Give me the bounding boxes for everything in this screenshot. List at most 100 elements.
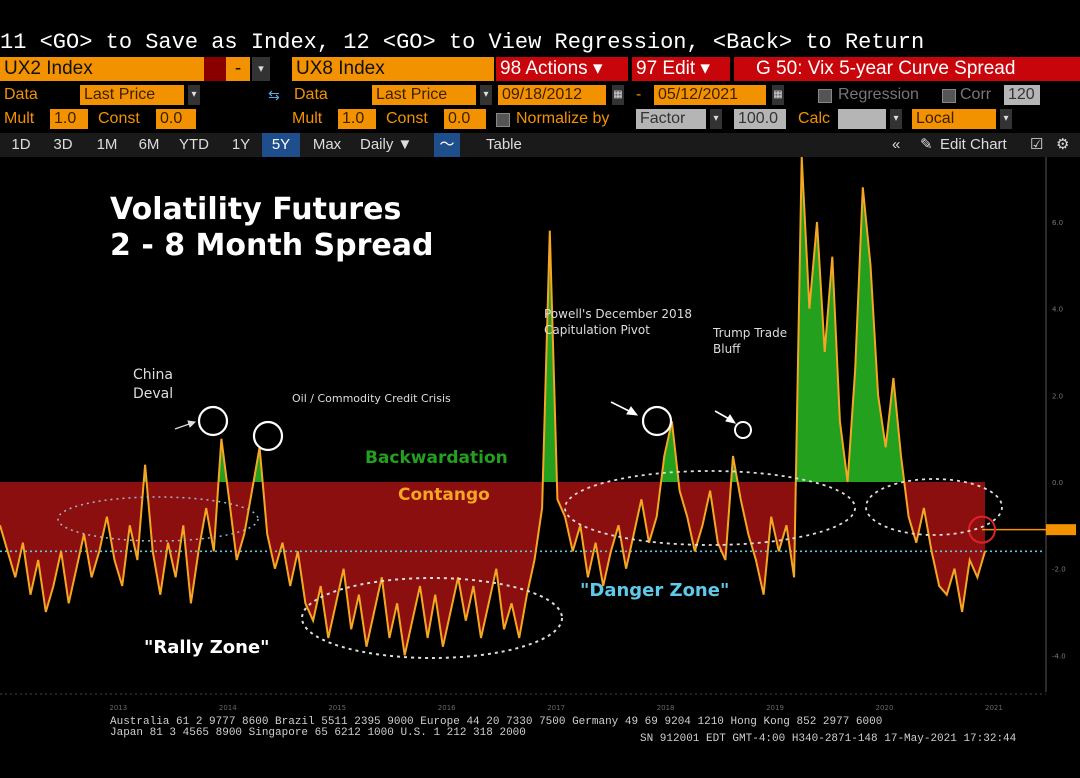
ticker1-field[interactable]: UX2 Index [0,57,204,81]
mult-row: Mult 1.0 Const 0.0 Mult 1.0 Const 0.0 No… [0,109,1080,131]
corr-checkbox[interactable] [942,89,956,103]
normalize-label: Normalize by [516,110,610,127]
last-value-tag [1046,524,1076,536]
mult-label-2: Mult [292,110,323,127]
x-tick-label: 2015 [328,704,346,712]
local-field[interactable]: Local [912,109,996,129]
collapse-icon[interactable]: « [892,136,901,153]
ellipse-rally-zone [301,577,563,659]
y-tick-label: -2.0 [1052,566,1066,574]
calc-dropdown-icon[interactable]: ▾ [890,109,902,129]
regression-checkbox[interactable] [818,89,832,103]
data-dropdown-2-icon[interactable]: ▾ [480,85,492,105]
edit-icon[interactable]: ☑ [1030,136,1044,153]
data-label-1: Data [4,86,38,103]
footer-line-2: Japan 81 3 4565 8900 Singapore 65 6212 1… [110,727,526,739]
annotation-china-deval: China Deval [133,367,173,402]
start-calendar-icon[interactable]: ▦ [612,85,624,105]
line-chart-icon[interactable]: 〜 [434,133,460,157]
period-3d[interactable]: 3D [53,136,73,153]
x-tick-label: 2016 [438,704,456,712]
x-tick-label: 2018 [657,704,675,712]
minus-operator[interactable]: - [226,57,250,81]
annotation-trump-trade: Trump Trade Bluff [712,326,787,356]
period-6m[interactable]: 6M [138,136,160,153]
annotation-oil-crisis: Oil / Commodity Credit Crisis [292,392,451,405]
label-danger-zone: "Danger Zone" [580,580,729,601]
arrow-icon [174,420,197,430]
label-backwardation: Backwardation [365,448,508,468]
calc-field[interactable] [838,109,886,129]
mult-label-1: Mult [4,110,35,127]
date-separator: - [636,86,642,103]
data-field-1[interactable]: Last Price [80,85,184,105]
y-tick-label: 2.0 [1052,392,1063,400]
actions-menu[interactable]: 98 Actions ▾ [496,57,628,81]
table-button[interactable]: Table [486,136,522,153]
data-field-2[interactable]: Last Price [372,85,476,105]
x-tick-label: 2021 [985,704,1003,712]
footer-line-3: SN 912001 EDT GMT-4:00 H340-2871-148 17-… [640,733,1017,745]
local-dropdown-icon[interactable]: ▾ [1000,109,1012,129]
operator-dropdown-icon[interactable]: ▾ [252,57,270,81]
annotation-powell-pivot: Powell's December 2018 Capitulation Pivot [544,307,692,337]
x-tick-label: 2020 [876,704,894,712]
const-label-1: Const [98,110,140,127]
y-tick-label: 0.0 [1052,479,1063,487]
period-1d[interactable]: 1D [11,136,31,153]
footer-line-1: Australia 61 2 9777 8600 Brazil 5511 239… [110,716,883,728]
period-5y[interactable]: 5Y [262,133,300,157]
y-ticks: -4.0 -2.0 0.0 2.0 4.0 6.0 [1052,219,1066,660]
edit-menu[interactable]: 97 Edit ▾ [632,57,730,81]
contango-area [0,482,985,656]
end-date-field[interactable]: 05/12/2021 [654,85,766,105]
ticker2-field[interactable]: UX8 Index [292,57,494,81]
period-1y[interactable]: 1Y [231,136,251,153]
regression-label: Regression [838,86,919,103]
mult-field-2[interactable]: 1.0 [338,109,376,129]
x-ticks: 2013 2014 2015 2016 2017 2018 2019 2020 2021 [109,704,1002,712]
settings-gear-icon[interactable]: ⚙ [1056,136,1070,153]
arrow-icon [714,410,737,424]
period-1m[interactable]: 1M [96,136,118,153]
const-field-1[interactable]: 0.0 [156,109,196,129]
period-max[interactable]: Max [312,136,342,153]
end-calendar-icon[interactable]: ▦ [772,85,784,105]
x-tick-label: 2013 [109,704,127,712]
data-row: Data Last Price ▾ ⇆ Data Last Price ▾ 09… [0,85,1080,107]
normalize-field[interactable]: Factor [636,109,706,129]
header-row: UX2 Index - ▾ UX8 Index 98 Actions ▾ 97 … [0,57,1080,83]
normalize-checkbox[interactable] [496,113,510,127]
label-contango: Contango [398,485,490,505]
data-label-2: Data [294,86,328,103]
peak-circle-3 [641,405,673,437]
chart-title: G 50: Vix 5-year Curve Spread [734,57,1080,81]
label-rally-zone: "Rally Zone" [144,637,270,658]
chart-title: Volatility Futures [110,192,401,227]
last-value-circle [968,515,996,544]
ellipse-contango-right [865,478,1003,536]
backwardation-area [0,157,985,482]
x-tick-label: 2014 [219,704,237,712]
peak-circle-4 [734,421,752,439]
edit-chart-button[interactable]: Edit Chart [940,136,1007,153]
data-dropdown-1-icon[interactable]: ▾ [188,85,200,105]
const-label-2: Const [386,110,428,127]
area-layer [0,157,985,656]
const-field-2[interactable]: 0.0 [444,109,486,129]
period-ytd[interactable]: YTD [179,136,209,153]
toolbar: 1D 3D 1M 6M YTD 1Y 5Y Max Daily ▼ 〜 Tabl… [0,133,1080,157]
corr-label: Corr [960,86,992,103]
frequency-dropdown[interactable]: Daily ▼ [360,136,413,153]
mult-field-1[interactable]: 1.0 [50,109,88,129]
start-date-field[interactable]: 09/18/2012 [498,85,606,105]
factor-field[interactable]: 100.0 [734,109,786,129]
spread-chart: -4.0-2.00.02.04.06.0 Volatility Futures … [0,157,1076,712]
normalize-dropdown-icon[interactable]: ▾ [710,109,722,129]
calc-label: Calc [798,110,831,127]
peak-circle-2 [252,420,284,452]
ellipse-contango-mid [564,470,856,546]
swap-icon[interactable]: ⇆ [268,87,280,103]
y-tick-label: 4.0 [1052,306,1063,314]
corr-field[interactable]: 120 [1004,85,1040,105]
